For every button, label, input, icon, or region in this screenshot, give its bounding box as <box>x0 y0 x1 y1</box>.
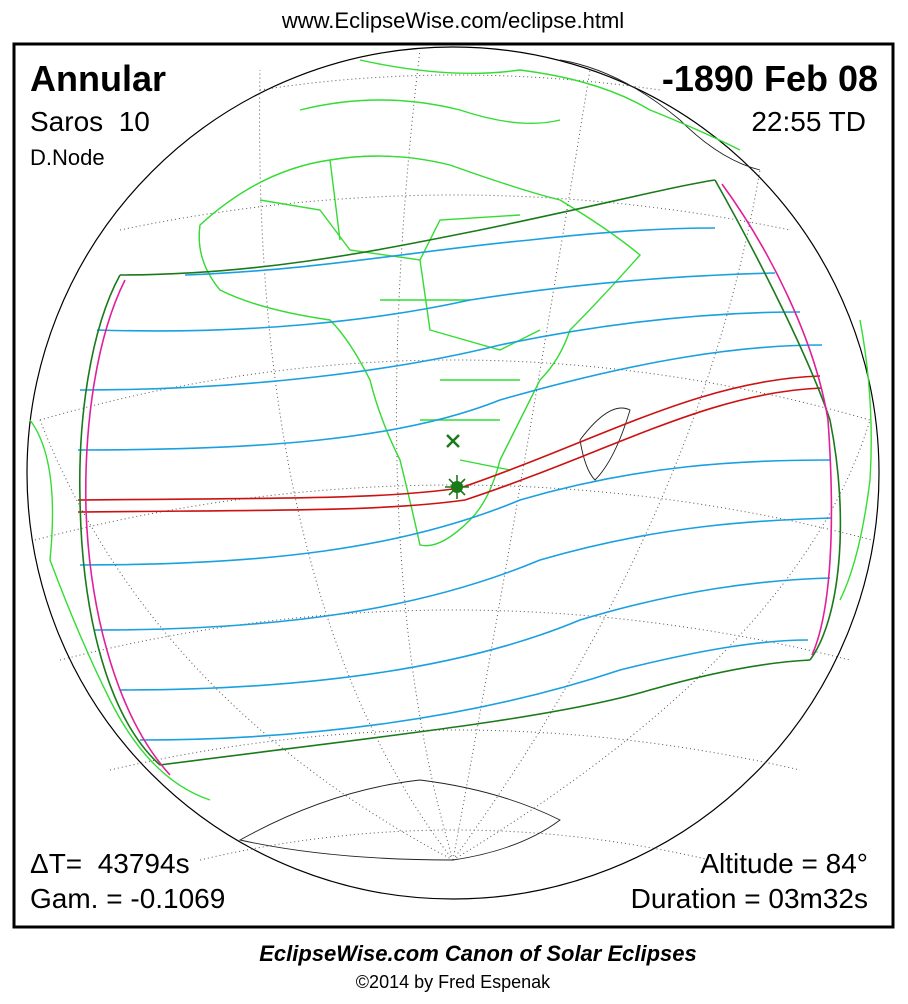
eclipse-date: -1890 Feb 08 <box>662 58 878 99</box>
gamma: Gam. = -0.1069 <box>30 883 225 914</box>
eclipse-type: Annular <box>30 58 166 99</box>
delta-t: ΔT= 43794s <box>30 848 190 879</box>
footer-title: EclipseWise.com Canon of Solar Eclipses <box>259 941 697 966</box>
node: D.Node <box>30 145 105 170</box>
altitude: Altitude = 84° <box>700 848 868 879</box>
duration: Duration = 03m32s <box>631 883 868 914</box>
frame <box>12 42 895 929</box>
header-url: www.EclipseWise.com/eclipse.html <box>281 8 624 33</box>
globe <box>26 46 880 900</box>
eclipse-time: 22:55 TD <box>751 106 866 137</box>
saros: Saros 10 <box>30 106 150 137</box>
footer-copyright: ©2014 by Fred Espenak <box>356 972 551 992</box>
